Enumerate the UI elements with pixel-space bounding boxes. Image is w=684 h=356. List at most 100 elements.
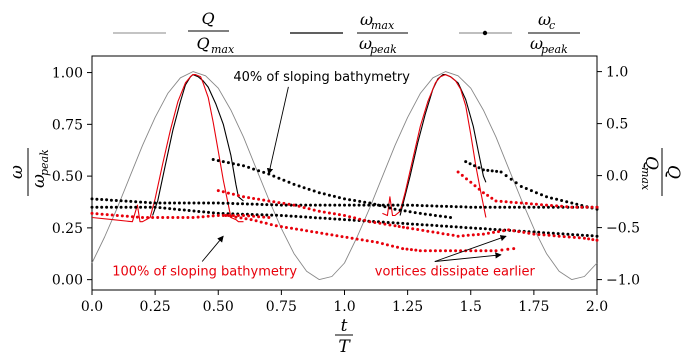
series-point [270,213,274,217]
series-point [493,228,497,231]
series-point [406,203,410,207]
series-point [114,199,118,202]
series-point [449,249,452,253]
series-point [514,201,518,205]
series-point [428,249,432,253]
series-point [297,204,301,208]
series-point [353,199,357,202]
series-point [547,233,551,237]
series-point [264,221,268,225]
series-point [577,236,581,240]
series-point [373,202,377,206]
y-right-tick-label: 0.0 [606,169,628,185]
series-point [143,200,147,204]
series-point [469,226,473,230]
series-point [168,201,172,205]
series-point [411,227,415,231]
axes-ticks: 0.0 0.25 0.50 0.75 1.0 1.25 1.5 1.75 2.0 0.00 0.25… [52,65,640,315]
series-point [445,204,448,208]
series-point [221,214,225,217]
y-left-tick-label: 1.00 [52,66,83,82]
plot-frame [91,55,598,291]
series-point [211,211,215,215]
series-point [181,216,185,219]
series-point [486,168,490,172]
series-point [347,218,351,222]
series-point [484,249,488,253]
series-point [252,167,256,171]
series-point [507,228,511,232]
series-point [343,203,346,207]
series-point [490,196,494,200]
x-tick-label: 1.5 [460,299,482,315]
series-point [473,164,476,168]
x-tick-label: 0.25 [140,299,171,315]
series-point [494,199,498,203]
series-line-2 [399,74,487,216]
series-point [231,162,235,166]
series-point [289,214,293,218]
series-point [239,216,243,220]
series-point [385,243,389,247]
series-line-3 [91,74,244,223]
series-point [287,180,291,184]
series-point [380,242,384,246]
series-point [333,217,337,221]
series-point [504,200,508,204]
series-dots-10 [216,189,410,230]
series-point [226,191,230,195]
series-point [492,230,495,234]
series-point [355,237,359,241]
series-point [532,232,536,236]
series-point [477,166,481,170]
series-point [431,230,435,234]
series-point [514,181,518,185]
series-point [503,205,507,209]
series-point [327,211,331,215]
series-point [267,216,271,219]
series-point [524,201,528,205]
series-point [464,205,468,209]
series-point [259,220,263,224]
series-point [216,201,220,205]
series-point [234,215,238,219]
series-point [522,230,526,234]
series-point [433,249,437,253]
series-point [158,206,162,210]
series-point [309,203,312,207]
series-point [396,245,399,249]
series-point [305,229,309,233]
series-point [542,233,546,237]
x-tick-label: 2.0 [586,299,608,315]
series-point [207,201,210,205]
series-point [459,249,463,253]
series-point [425,223,429,227]
y-left-label-den: ω [29,174,49,188]
y-left-label-den-sub: peak [38,149,51,176]
series-point [469,180,473,184]
series-point [595,234,599,238]
series-point [575,205,579,209]
series-point [350,236,354,240]
series-point [262,198,266,202]
series-point [435,204,439,208]
x-tick-label: 0.0 [81,299,103,315]
series-point [401,221,405,225]
series-point [130,215,134,219]
series-point [134,200,138,204]
series-point [197,201,201,205]
legend-label-q: Q Q max [188,9,235,56]
series-point [464,226,468,230]
series-point [383,205,387,209]
annotation-arrow [434,252,502,262]
series-point [566,232,570,236]
series-point [153,205,157,209]
series-dots-9 [90,211,271,219]
series-point [416,228,420,231]
series-point [522,205,526,209]
series-point [449,216,452,219]
series-point [161,216,165,219]
y-right-label-den: Q [641,156,661,170]
annotation-arrow [201,235,224,262]
series-point [333,203,337,207]
